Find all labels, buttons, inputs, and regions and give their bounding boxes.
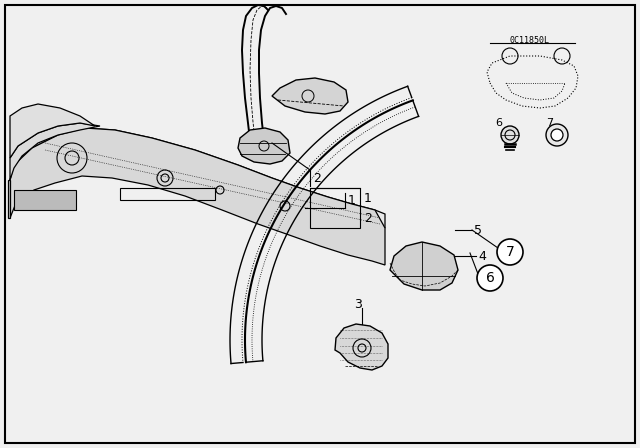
Bar	[14, 190, 76, 210]
Text: 1: 1	[364, 191, 372, 204]
Polygon shape	[390, 242, 458, 290]
Circle shape	[546, 124, 568, 146]
Text: 2: 2	[364, 211, 372, 224]
Text: 0C11850L: 0C11850L	[510, 35, 550, 44]
Polygon shape	[10, 128, 385, 265]
Circle shape	[501, 126, 519, 144]
Circle shape	[477, 265, 503, 291]
Polygon shape	[272, 78, 348, 114]
Text: 6: 6	[495, 118, 502, 128]
Text: 6: 6	[486, 271, 495, 285]
Text: 2: 2	[313, 172, 321, 185]
Text: 3: 3	[354, 297, 362, 310]
Bar	[310, 188, 360, 228]
Text: 1: 1	[348, 194, 356, 207]
Polygon shape	[10, 128, 385, 228]
Text: 7: 7	[506, 245, 515, 259]
Text: 4: 4	[478, 250, 486, 263]
Polygon shape	[8, 180, 10, 218]
Text: 7: 7	[547, 118, 554, 128]
Polygon shape	[335, 324, 388, 370]
Circle shape	[551, 129, 563, 141]
Text: 5: 5	[474, 224, 482, 237]
Bar	[120, 188, 215, 200]
Circle shape	[497, 239, 523, 265]
Polygon shape	[10, 123, 100, 180]
Polygon shape	[10, 104, 95, 158]
Polygon shape	[238, 128, 290, 164]
